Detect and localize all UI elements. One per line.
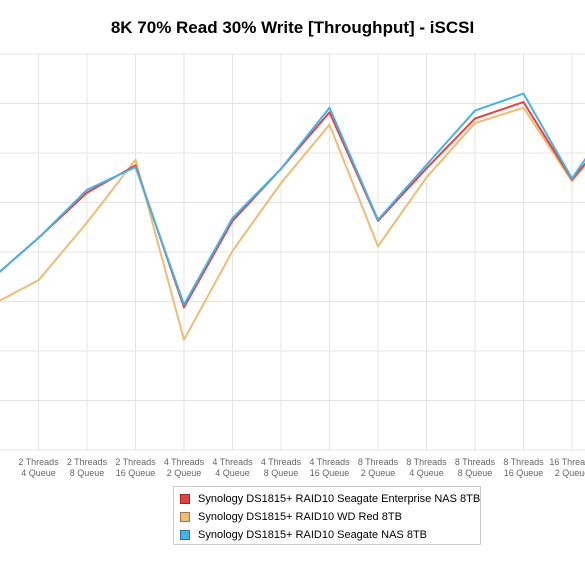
series-line-3: [0, 92, 585, 306]
x-tick-label: 8 Threads 16 Queue: [503, 457, 544, 478]
x-tick-label: 4 Threads 2 Queue: [164, 457, 205, 478]
x-tick-label: 8 Threads 4 Queue: [406, 457, 447, 478]
legend-swatch-series-1: [180, 494, 190, 504]
x-tick-label: 2 Threads 8 Queue: [67, 457, 108, 478]
series-line-2: [0, 106, 585, 341]
x-tick-label: 8 Threads 8 Queue: [455, 457, 496, 478]
legend-swatch-series-2: [180, 512, 190, 522]
x-tick-label: 2 Threads 16 Queue: [115, 457, 156, 478]
series-line-1: [0, 101, 585, 309]
legend-item-series-2: Synology DS1815+ RAID10 WD Red 8TB: [180, 509, 402, 525]
series-lines: [0, 92, 585, 341]
legend-label-series-1: Synology DS1815+ RAID10 Seagate Enterpri…: [198, 493, 481, 505]
legend-label-series-2: Synology DS1815+ RAID10 WD Red 8TB: [198, 511, 402, 523]
x-tick-labels: 2 Threads 4 Queue 2 Threads 8 Queue 2 Thread…: [18, 457, 585, 478]
x-tick-label: 4 Threads 4 Queue: [212, 457, 253, 478]
x-tick-label: 8 Threads 2 Queue: [358, 457, 399, 478]
legend-item-series-1: Synology DS1815+ RAID10 Seagate Enterpri…: [180, 491, 480, 507]
gridlines: [0, 53, 585, 451]
x-tick-label: 4 Threads 8 Queue: [261, 457, 302, 478]
legend-item-series-3: Synology DS1815+ RAID10 Seagate NAS 8TB: [180, 527, 427, 543]
x-tick-label: 2 Threads 4 Queue: [18, 457, 59, 478]
x-tick-label: 4 Threads 16 Queue: [309, 457, 350, 478]
legend-label-series-3: Synology DS1815+ RAID10 Seagate NAS 8TB: [198, 529, 427, 541]
legend: Synology DS1815+ RAID10 Seagate Enterpri…: [173, 486, 481, 545]
chart-title: 8K 70% Read 30% Write [Throughput] - iSC…: [110, 18, 475, 37]
legend-swatch-series-3: [180, 530, 190, 540]
